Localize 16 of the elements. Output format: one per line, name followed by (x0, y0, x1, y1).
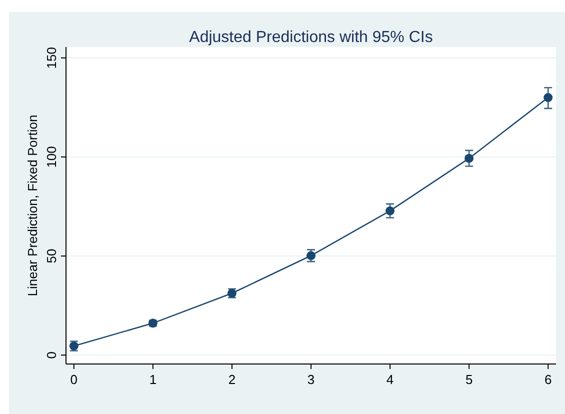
point (464, 154, 474, 163)
chart-title: Adjusted Predictions with 95% CIs (189, 29, 433, 46)
x-tick-label: 0 (70, 372, 78, 387)
y-tick-label: 0 (44, 351, 59, 359)
point (386, 206, 395, 216)
y-tick-label: 100 (44, 146, 59, 168)
x-tick-label: 2 (228, 372, 236, 387)
x-tick-label: 4 (386, 372, 394, 387)
x-tick-label: 3 (307, 372, 315, 387)
x-tick-label: 1 (149, 372, 157, 387)
x-tick-label: 5 (465, 372, 473, 387)
y-tick-label: 50 (44, 248, 59, 264)
x-tick-label: 6 (544, 372, 552, 387)
y-tick-label: 150 (44, 47, 59, 69)
point (544, 93, 553, 102)
y-axis-title: Linear Prediction, Fixed Portion (25, 114, 40, 296)
